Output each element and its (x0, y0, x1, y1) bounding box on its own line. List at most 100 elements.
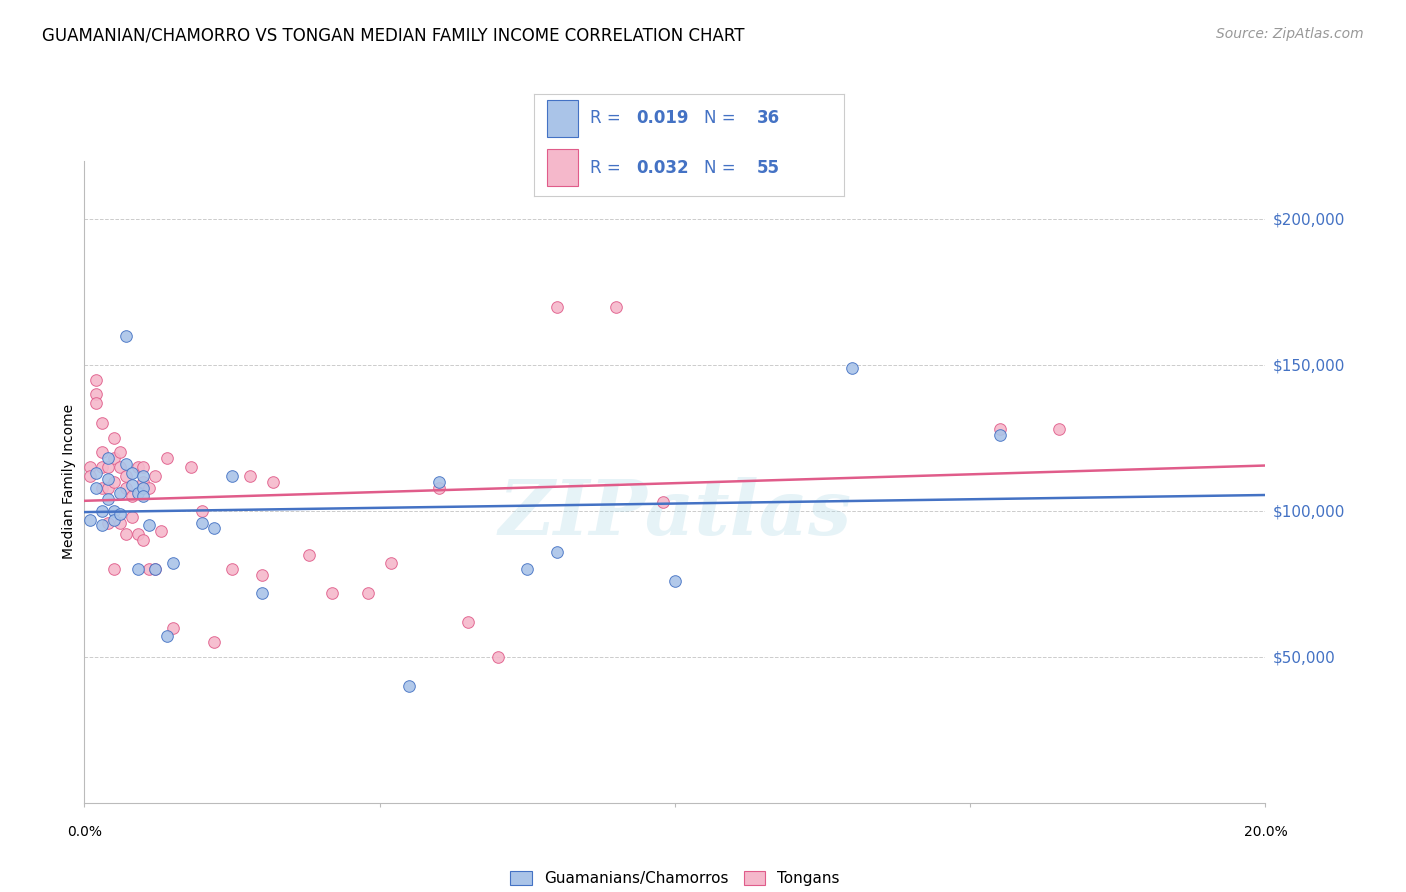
Point (156, 451, 179, 466)
Point (1047, 422, 1070, 436)
Point (191, 516, 214, 530)
Point (97, 516, 120, 530)
Point (221, 562, 243, 576)
Point (162, 621, 184, 635)
Point (114, 468, 136, 483)
Point (97, 472, 120, 486)
Point (427, 481, 450, 495)
Point (250, 568, 273, 582)
Point (103, 513, 125, 527)
Text: 36: 36 (756, 110, 780, 128)
Point (79, 513, 101, 527)
Point (84, 481, 107, 495)
Legend: Guamanians/Chamorros, Tongans: Guamanians/Chamorros, Tongans (503, 865, 846, 892)
Point (108, 445, 131, 459)
Point (143, 562, 166, 576)
Point (91, 417, 114, 431)
Point (114, 328, 136, 343)
Point (132, 481, 155, 495)
Point (427, 475, 450, 489)
Point (121, 466, 143, 480)
Point (988, 428, 1011, 442)
Text: N =: N = (704, 159, 741, 177)
Point (114, 527, 136, 541)
Point (97, 492, 120, 507)
Text: 0.032: 0.032 (637, 159, 689, 177)
Point (132, 489, 155, 503)
Point (143, 562, 166, 576)
Point (121, 509, 143, 524)
Point (180, 460, 202, 475)
Point (143, 468, 166, 483)
Point (127, 562, 149, 576)
Point (121, 489, 143, 503)
Point (103, 451, 125, 466)
Point (605, 300, 627, 314)
Point (250, 585, 273, 599)
Point (357, 585, 380, 599)
Text: ZIPatlas: ZIPatlas (498, 477, 852, 550)
Point (132, 468, 155, 483)
Point (202, 635, 225, 649)
Point (103, 431, 125, 445)
Point (108, 516, 131, 530)
Point (121, 477, 143, 491)
Point (138, 481, 160, 495)
Text: R =: R = (591, 159, 626, 177)
Point (221, 468, 243, 483)
Point (988, 422, 1011, 436)
Point (138, 518, 160, 533)
Point (84, 466, 107, 480)
Point (108, 486, 131, 500)
Text: GUAMANIAN/CHAMORRO VS TONGAN MEDIAN FAMILY INCOME CORRELATION CHART: GUAMANIAN/CHAMORRO VS TONGAN MEDIAN FAMI… (42, 27, 745, 45)
Point (380, 557, 402, 571)
Point (91, 460, 114, 475)
Text: Source: ZipAtlas.com: Source: ZipAtlas.com (1216, 27, 1364, 41)
Point (79, 460, 101, 475)
Point (546, 300, 568, 314)
Text: R =: R = (591, 110, 626, 128)
Point (108, 507, 131, 521)
Point (321, 585, 343, 599)
Point (91, 518, 114, 533)
Point (91, 504, 114, 518)
Bar (547, 149, 578, 186)
Point (298, 548, 321, 562)
Point (108, 460, 131, 475)
Point (486, 649, 509, 664)
Text: 55: 55 (756, 159, 780, 177)
Point (191, 504, 214, 518)
Bar (547, 100, 578, 136)
Point (516, 562, 538, 576)
Point (127, 486, 149, 500)
Point (156, 629, 179, 643)
Point (127, 460, 149, 475)
Point (97, 460, 120, 475)
Point (262, 475, 284, 489)
Text: 20.0%: 20.0% (1243, 825, 1288, 839)
Text: N =: N = (704, 110, 741, 128)
Point (114, 457, 136, 471)
Point (202, 521, 225, 535)
Point (91, 445, 114, 459)
Point (103, 504, 125, 518)
Point (150, 524, 173, 539)
Point (127, 527, 149, 541)
Point (652, 495, 675, 509)
Point (162, 557, 184, 571)
Point (664, 574, 686, 588)
Point (79, 468, 101, 483)
Point (103, 475, 125, 489)
Point (84, 396, 107, 410)
Point (546, 545, 568, 559)
Point (132, 460, 155, 475)
Point (91, 481, 114, 495)
Point (239, 468, 262, 483)
Point (457, 615, 479, 629)
Point (84, 387, 107, 401)
Text: 0.019: 0.019 (637, 110, 689, 128)
Point (97, 451, 120, 466)
Y-axis label: Median Family Income: Median Family Income (62, 404, 76, 559)
Point (138, 562, 160, 576)
Point (114, 481, 136, 495)
